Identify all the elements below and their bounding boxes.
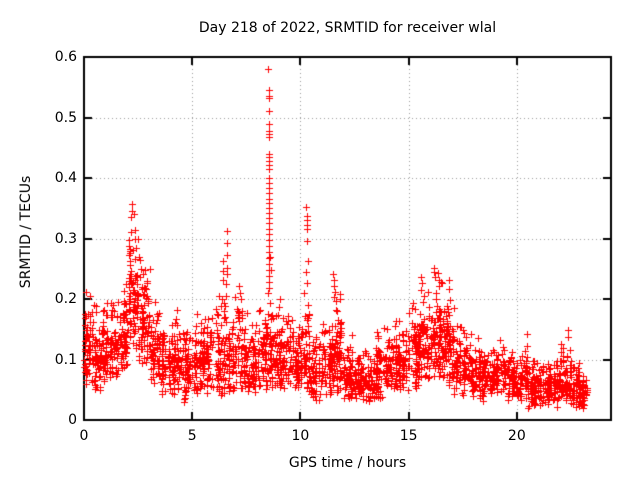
x-axis-label: GPS time / hours	[288, 455, 407, 471]
y-tick-label: 0.1	[54, 351, 77, 368]
y-tick-label: 0.6	[54, 49, 77, 65]
chart-title: Day 218 of 2022, SRMTID for receiver wla…	[198, 20, 497, 36]
y-tick-label: 0.3	[54, 230, 77, 247]
y-tick-label: 0.4	[54, 170, 77, 186]
x-tick-label: 0	[79, 428, 89, 444]
x-tick-label: 15	[399, 428, 418, 444]
y-tick-label: 0.5	[54, 109, 77, 126]
y-tick-label: 0	[68, 412, 77, 428]
x-tick-label: 5	[187, 428, 197, 444]
x-tick-label: 20	[507, 428, 526, 444]
y-tick-label: 0.2	[54, 291, 77, 307]
x-tick-label: 10	[291, 428, 310, 444]
